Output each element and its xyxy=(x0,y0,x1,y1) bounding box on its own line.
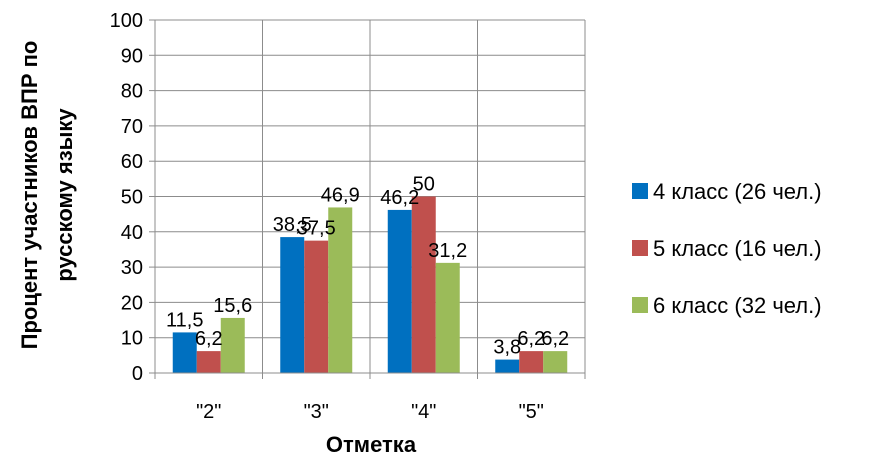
bar xyxy=(328,207,353,373)
legend-label: 6 класс (32 чел.) xyxy=(653,293,822,318)
data-label: 38,5 xyxy=(273,214,312,236)
legend: 4 класс (26 чел.) 5 класс (16 чел.) 6 клас… xyxy=(632,179,822,318)
data-label: 6,2 xyxy=(517,328,545,350)
data-label: 31,2 xyxy=(428,240,467,262)
bar xyxy=(196,351,221,373)
bar xyxy=(411,196,436,373)
gridlines xyxy=(154,19,586,374)
legend-swatch xyxy=(632,240,648,256)
data-label: 37,5 xyxy=(297,218,336,240)
y-tick-label: 20 xyxy=(121,292,143,314)
bar xyxy=(304,240,329,373)
bar xyxy=(172,332,197,373)
legend-label: 4 класс (26 чел.) xyxy=(653,179,822,204)
data-label: 3,8 xyxy=(493,337,521,359)
y-axis-title-line1: Процент участников ВПР по xyxy=(17,41,42,350)
bar xyxy=(519,351,544,373)
bar xyxy=(543,351,568,373)
data-label: 6,2 xyxy=(541,328,569,350)
x-tick-label: "3" xyxy=(304,401,329,423)
y-axis-title-line2: русскому языку xyxy=(52,108,77,282)
y-tick-label: 70 xyxy=(121,116,143,138)
bar xyxy=(280,237,305,373)
y-tick-label: 100 xyxy=(110,10,143,32)
x-axis-title: Отметка xyxy=(326,432,417,457)
data-label: 11,5 xyxy=(166,309,203,331)
y-tick-label: 90 xyxy=(121,45,143,67)
y-tick-label: 30 xyxy=(121,257,143,279)
y-tick-label: 80 xyxy=(121,81,143,103)
y-tick-label: 60 xyxy=(121,151,143,173)
y-tick-label: 0 xyxy=(132,363,143,385)
bar xyxy=(435,262,460,373)
bar xyxy=(220,317,245,373)
x-tick-label: "4" xyxy=(411,401,436,423)
tick-labels: 0 10 20 30 40 50 60 70 80 90 100 "2" "3" "4" "5" xyxy=(110,10,544,423)
bar xyxy=(387,209,412,373)
axes xyxy=(149,19,586,379)
bars xyxy=(172,196,568,373)
x-tick-label: "5" xyxy=(519,401,544,423)
legend-swatch xyxy=(632,183,648,199)
legend-label: 5 класс (16 чел.) xyxy=(653,236,822,261)
bar xyxy=(495,359,520,373)
data-label: 46,9 xyxy=(321,184,360,206)
legend-swatch xyxy=(632,297,648,313)
y-tick-label: 40 xyxy=(121,222,143,244)
data-label: 15,6 xyxy=(213,295,252,317)
y-tick-label: 10 xyxy=(121,328,143,350)
data-labels: 11,538,546,23,86,237,5506,215,646,931,26… xyxy=(166,174,569,359)
data-label: 50 xyxy=(413,174,435,196)
y-tick-label: 50 xyxy=(121,187,143,209)
x-tick-label: "2" xyxy=(196,401,221,423)
data-label: 46,2 xyxy=(380,187,419,209)
data-label: 6,2 xyxy=(195,328,223,350)
